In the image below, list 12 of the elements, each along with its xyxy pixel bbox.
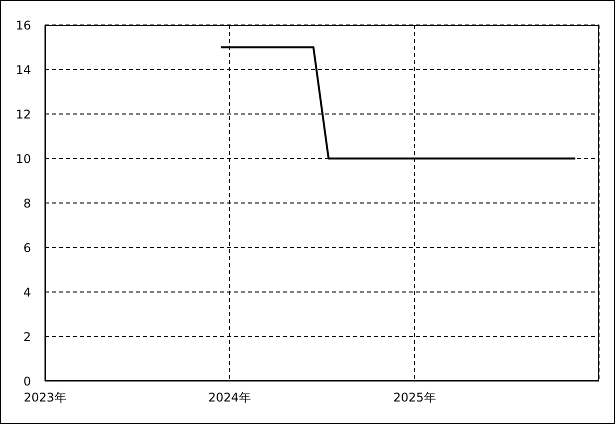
y-tick-label: 2 — [23, 330, 31, 344]
y-tick-label: 10 — [16, 152, 31, 166]
y-tick-label: 16 — [16, 18, 31, 32]
x-tick-label: 2025年 — [393, 390, 436, 405]
y-tick-label: 8 — [23, 196, 31, 210]
y-tick-label: 6 — [23, 240, 31, 255]
y-tick-label: 4 — [23, 285, 31, 300]
y-tick-label: 0 — [23, 374, 31, 388]
x-tick-label: 2024年 — [208, 390, 251, 405]
y-tick-label: 12 — [16, 107, 31, 122]
y-tick-label: 14 — [16, 62, 31, 77]
x-tick-label: 2023年 — [24, 390, 66, 405]
